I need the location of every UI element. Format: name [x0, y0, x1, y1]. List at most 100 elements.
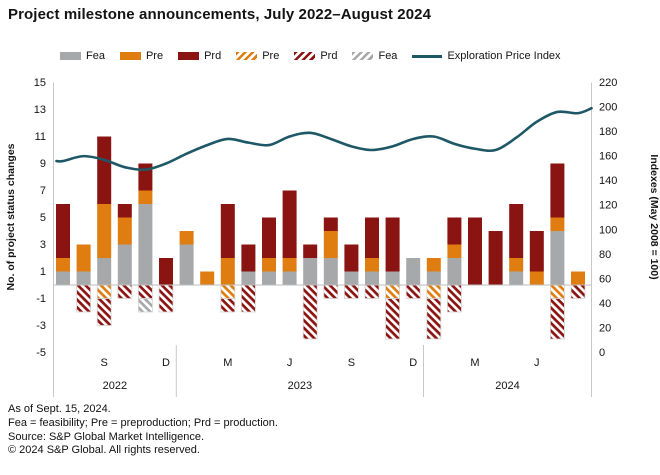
footnote-source: Source: S&P Global Market Intelligence. [8, 430, 205, 443]
legend-item-pre: Pre [119, 50, 164, 62]
bar-segment-pre [220, 258, 235, 285]
right-axis-tick: 100 [599, 224, 617, 236]
chart-legend: Fea Pre Prd Pre Prd Fea Exploration Price Inde… [60, 50, 561, 62]
bar-segment-prd [447, 217, 462, 245]
left-axis-tick: -3 [36, 320, 46, 332]
bar-segment-pre [365, 258, 379, 272]
bar-segment-fea [179, 244, 194, 285]
bar-segment-prd-negative [446, 284, 462, 313]
bar-segment-pre [571, 271, 585, 285]
bar-segment-fea [550, 231, 565, 285]
legend-swatch-hatch [236, 52, 258, 60]
bar-segment-prd-negative [240, 284, 256, 313]
right-axis-tick: 120 [599, 200, 617, 212]
left-axis-tick: 11 [35, 131, 46, 143]
footnote-as-of: As of Sept. 15, 2024. [8, 403, 111, 415]
bar-segment-prd [97, 136, 112, 204]
left-axis-tick: -5 [36, 347, 46, 359]
left-axis-tick: 1 [40, 266, 46, 278]
bar-segment-pre [529, 271, 544, 285]
left-axis-title: No. of project status changes [5, 143, 17, 290]
right-axis-tick: 180 [599, 126, 617, 138]
footnotes: As of Sept. 15, 2024. Fea = feasibility;… [8, 403, 278, 458]
bar-segment-pre [97, 204, 112, 258]
bar-segment-prd [529, 231, 544, 272]
bar-segment-prd [323, 217, 338, 231]
bar-segment-fea [426, 271, 441, 285]
bar-segment-fea [117, 244, 132, 285]
milestone-chart: 15131197531-1-3-522020018016014012010080… [5, 77, 660, 397]
legend-label: Fea [86, 50, 105, 62]
legend-item-pre: Pre [236, 50, 279, 62]
footnote-abbreviations: Fea = feasibility; Pre = preproduction; … [8, 416, 278, 429]
bar-segment-prd [220, 204, 235, 258]
right-axis-tick: 20 [599, 322, 611, 334]
legend-label: Prd [320, 50, 338, 62]
legend-label: Prd [204, 50, 222, 62]
bar-segment-pre [76, 244, 91, 272]
left-axis-tick: 7 [40, 185, 46, 197]
left-axis-tick: 15 [34, 77, 46, 89]
bar-segment-pre [426, 258, 441, 272]
legend-swatch-solid [60, 52, 81, 60]
legend-item-fea: Fea [60, 50, 105, 62]
legend-item-prd: Prd [178, 50, 221, 62]
bar-segment-prd [56, 204, 70, 258]
legend-swatch-hatch [352, 52, 374, 60]
legend-item-prd: Prd [294, 50, 337, 62]
chart-title: Project milestone announcements, July 20… [8, 6, 432, 23]
bar-segment-pre [550, 217, 565, 231]
year-label: 2023 [288, 380, 312, 392]
bar-segment-prd-negative [158, 284, 174, 313]
month-tick-label: S [348, 357, 355, 369]
legend-swatch-hatch [294, 52, 316, 60]
month-tick-label: M [470, 357, 479, 369]
bar-segment-pre-negative [385, 284, 401, 299]
month-tick-label: J [534, 357, 540, 369]
right-axis-tick: 40 [599, 298, 611, 310]
bar-segment-fea [282, 271, 297, 285]
bar-segment-prd [241, 244, 256, 272]
right-axis-tick: 140 [599, 175, 617, 187]
year-label: 2022 [103, 380, 127, 392]
bar-segment-prd [344, 244, 359, 272]
left-axis-tick: 9 [40, 158, 46, 170]
left-axis-tick: 5 [40, 212, 46, 224]
bar-segment-fea [138, 204, 153, 285]
bars-group [56, 136, 586, 340]
bar-segment-pre [179, 231, 194, 245]
legend-label: Pre [145, 50, 164, 62]
bar-segment-prd-negative [323, 284, 339, 299]
bar-segment-prd [282, 190, 297, 258]
bar-segment-prd [385, 217, 400, 272]
bar-segment-fea [76, 271, 91, 285]
bar-segment-prd-negative [385, 298, 401, 340]
month-tick-label: M [223, 357, 232, 369]
bar-segment-prd [303, 244, 318, 258]
month-tick-label: D [409, 357, 417, 369]
bar-segment-fea [509, 271, 524, 285]
bar-segment-prd-negative [570, 284, 586, 299]
bar-segment-fea [56, 271, 70, 285]
bar-segment-fea [323, 258, 338, 285]
right-axis-tick: 60 [599, 273, 611, 285]
bar-segment-pre-negative [220, 284, 236, 299]
bar-segment-fea [303, 258, 318, 285]
bar-segment-fea [365, 271, 379, 285]
bar-segment-prd [550, 163, 565, 218]
legend-label: Exploration Price Index [447, 50, 561, 62]
bar-segment-prd-negative [302, 284, 318, 340]
bar-segment-prd [365, 217, 379, 258]
bar-segment-pre [282, 258, 297, 272]
bar-segment-fea [385, 271, 400, 285]
legend-line-swatch [412, 54, 443, 58]
bar-segment-pre-negative [550, 284, 565, 299]
bar-segment-prd [509, 204, 524, 258]
bar-segment-fea [262, 271, 276, 285]
bar-segment-prd [468, 217, 482, 285]
bar-segment-pre-negative [426, 284, 442, 299]
bar-segment-pre [323, 231, 338, 258]
bar-segment-prd-negative [550, 298, 565, 340]
bar-segment-pre [56, 258, 70, 272]
